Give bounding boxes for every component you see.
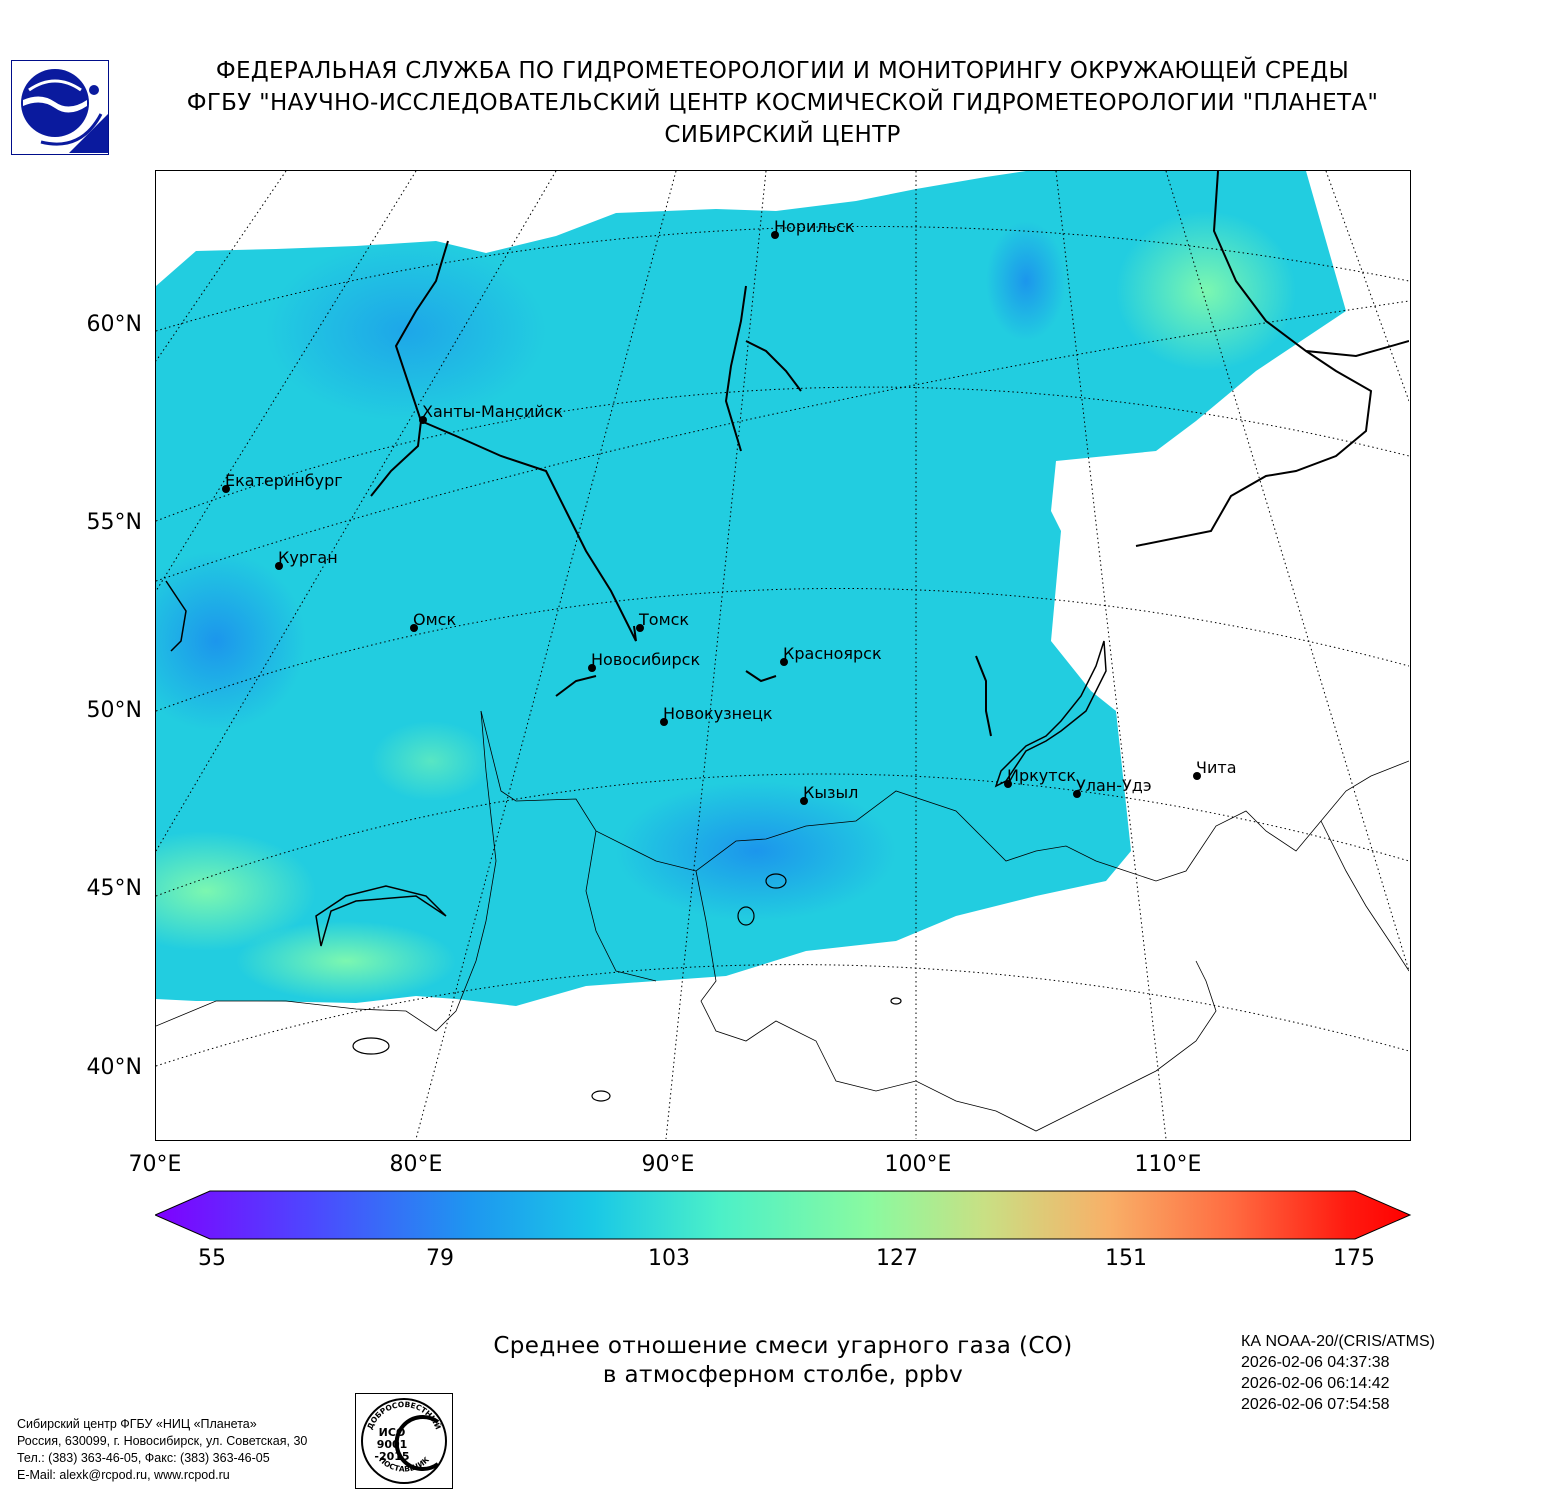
satellite-time-1: 2026-02-06 04:37:38 bbox=[1241, 1354, 1390, 1371]
header-line-2: ФГБУ "НАУЧНО-ИССЛЕДОВАТЕЛЬСКИЙ ЦЕНТР КОС… bbox=[186, 90, 1379, 116]
lat-label-55: 55°N bbox=[86, 510, 142, 535]
header-line-3: СИБИРСКИЙ ЦЕНТР bbox=[664, 122, 901, 148]
colorbar-tick-127: 127 bbox=[876, 1246, 918, 1271]
city-label: Улан-Удэ bbox=[1076, 776, 1152, 795]
lon-label-110: 110°E bbox=[1134, 1152, 1202, 1177]
lat-label-50: 50°N bbox=[86, 698, 142, 723]
colorbar-tick-79: 79 bbox=[426, 1246, 454, 1271]
satellite-name: КА NOAA-20/(CRIS/ATMS) bbox=[1241, 1333, 1435, 1350]
map-panel: Норильск Ханты-Мансийск Екатеринбург Кур… bbox=[155, 170, 1411, 1141]
lakes bbox=[165, 580, 1107, 947]
city-marker bbox=[1073, 790, 1081, 798]
city-label: Омск bbox=[413, 610, 457, 629]
city-label: Екатеринбург bbox=[225, 471, 343, 490]
caption-line-1: Среднее отношение смеси угарного газа (C… bbox=[493, 1333, 1073, 1359]
satellite-time-3: 2026-02-06 07:54:58 bbox=[1241, 1396, 1390, 1413]
city-marker bbox=[660, 718, 668, 726]
lat-label-60: 60°N bbox=[86, 312, 142, 337]
city-label: Красноярск bbox=[783, 644, 882, 663]
city-marker bbox=[636, 624, 644, 632]
lon-label-100: 100°E bbox=[884, 1152, 952, 1177]
city-label: Кызыл bbox=[803, 783, 859, 802]
city-marker bbox=[275, 562, 283, 570]
iso-certificate-stamp: ДОБРОСОВЕСТНЫЙ ПОСТАВЩИК ИСО 9001 -2015 bbox=[355, 1393, 453, 1489]
lon-label-90: 90°E bbox=[641, 1152, 695, 1177]
colorbar bbox=[153, 1190, 1412, 1246]
city-marker bbox=[771, 231, 779, 239]
city-marker bbox=[419, 416, 427, 424]
city-marker bbox=[800, 797, 808, 805]
colorbar-tick-175: 175 bbox=[1333, 1246, 1375, 1271]
city-label: Иркутск bbox=[1007, 766, 1077, 785]
caption-line-2: в атмосферном столбе, ppbv bbox=[602, 1362, 964, 1388]
city-marker bbox=[410, 624, 418, 632]
colorbar-tick-55: 55 bbox=[198, 1246, 226, 1271]
lon-label-80: 80°E bbox=[389, 1152, 443, 1177]
footer-org: Сибирский центр ФГБУ «НИЦ «Планета» bbox=[17, 1417, 257, 1431]
footer-email: E-Mail: alexk@rcpod.ru, www.rcpod.ru bbox=[17, 1468, 230, 1482]
city-label: Новокузнецк bbox=[663, 704, 773, 723]
small-lakes bbox=[352, 873, 902, 1102]
lon-label-70: 70°E bbox=[128, 1152, 182, 1177]
city-marker bbox=[1004, 780, 1012, 788]
stamp-line-3: -2015 bbox=[374, 1450, 409, 1463]
lat-label-45: 45°N bbox=[86, 876, 142, 901]
satellite-time-2: 2026-02-06 06:14:42 bbox=[1241, 1375, 1390, 1392]
city-label: Томск bbox=[639, 610, 690, 629]
header-line-1: ФЕДЕРАЛЬНАЯ СЛУЖБА ПО ГИДРОМЕТЕОРОЛОГИИ … bbox=[215, 58, 1350, 84]
footer-address: Россия, 630099, г. Новосибирск, ул. Сове… bbox=[17, 1434, 308, 1448]
city-marker bbox=[588, 664, 596, 672]
stamp-line-1: ИСО bbox=[379, 1426, 406, 1439]
city-marker bbox=[780, 658, 788, 666]
co-map-canvas bbox=[156, 171, 1409, 1139]
colorbar-tick-151: 151 bbox=[1105, 1246, 1147, 1271]
city-label: Ханты-Мансийск bbox=[422, 402, 564, 421]
graticule bbox=[156, 171, 1409, 1139]
city-label: Курган bbox=[278, 548, 338, 567]
stamp-line-2: 9001 bbox=[377, 1438, 408, 1451]
footer-phone: Тел.: (383) 363-46-05, Факс: (383) 363-4… bbox=[17, 1451, 270, 1465]
rivers bbox=[370, 171, 1409, 737]
planeta-logo bbox=[11, 60, 109, 155]
lat-label-40: 40°N bbox=[86, 1055, 142, 1080]
city-marker bbox=[1193, 772, 1201, 780]
city-marker bbox=[222, 485, 230, 493]
city-label: Чита bbox=[1196, 758, 1237, 777]
city-label: Норильск bbox=[774, 217, 855, 236]
co-data-field bbox=[156, 171, 1346, 1006]
borders bbox=[156, 710, 1409, 1132]
city-label: Новосибирск bbox=[591, 650, 701, 669]
colorbar-tick-103: 103 bbox=[648, 1246, 690, 1271]
